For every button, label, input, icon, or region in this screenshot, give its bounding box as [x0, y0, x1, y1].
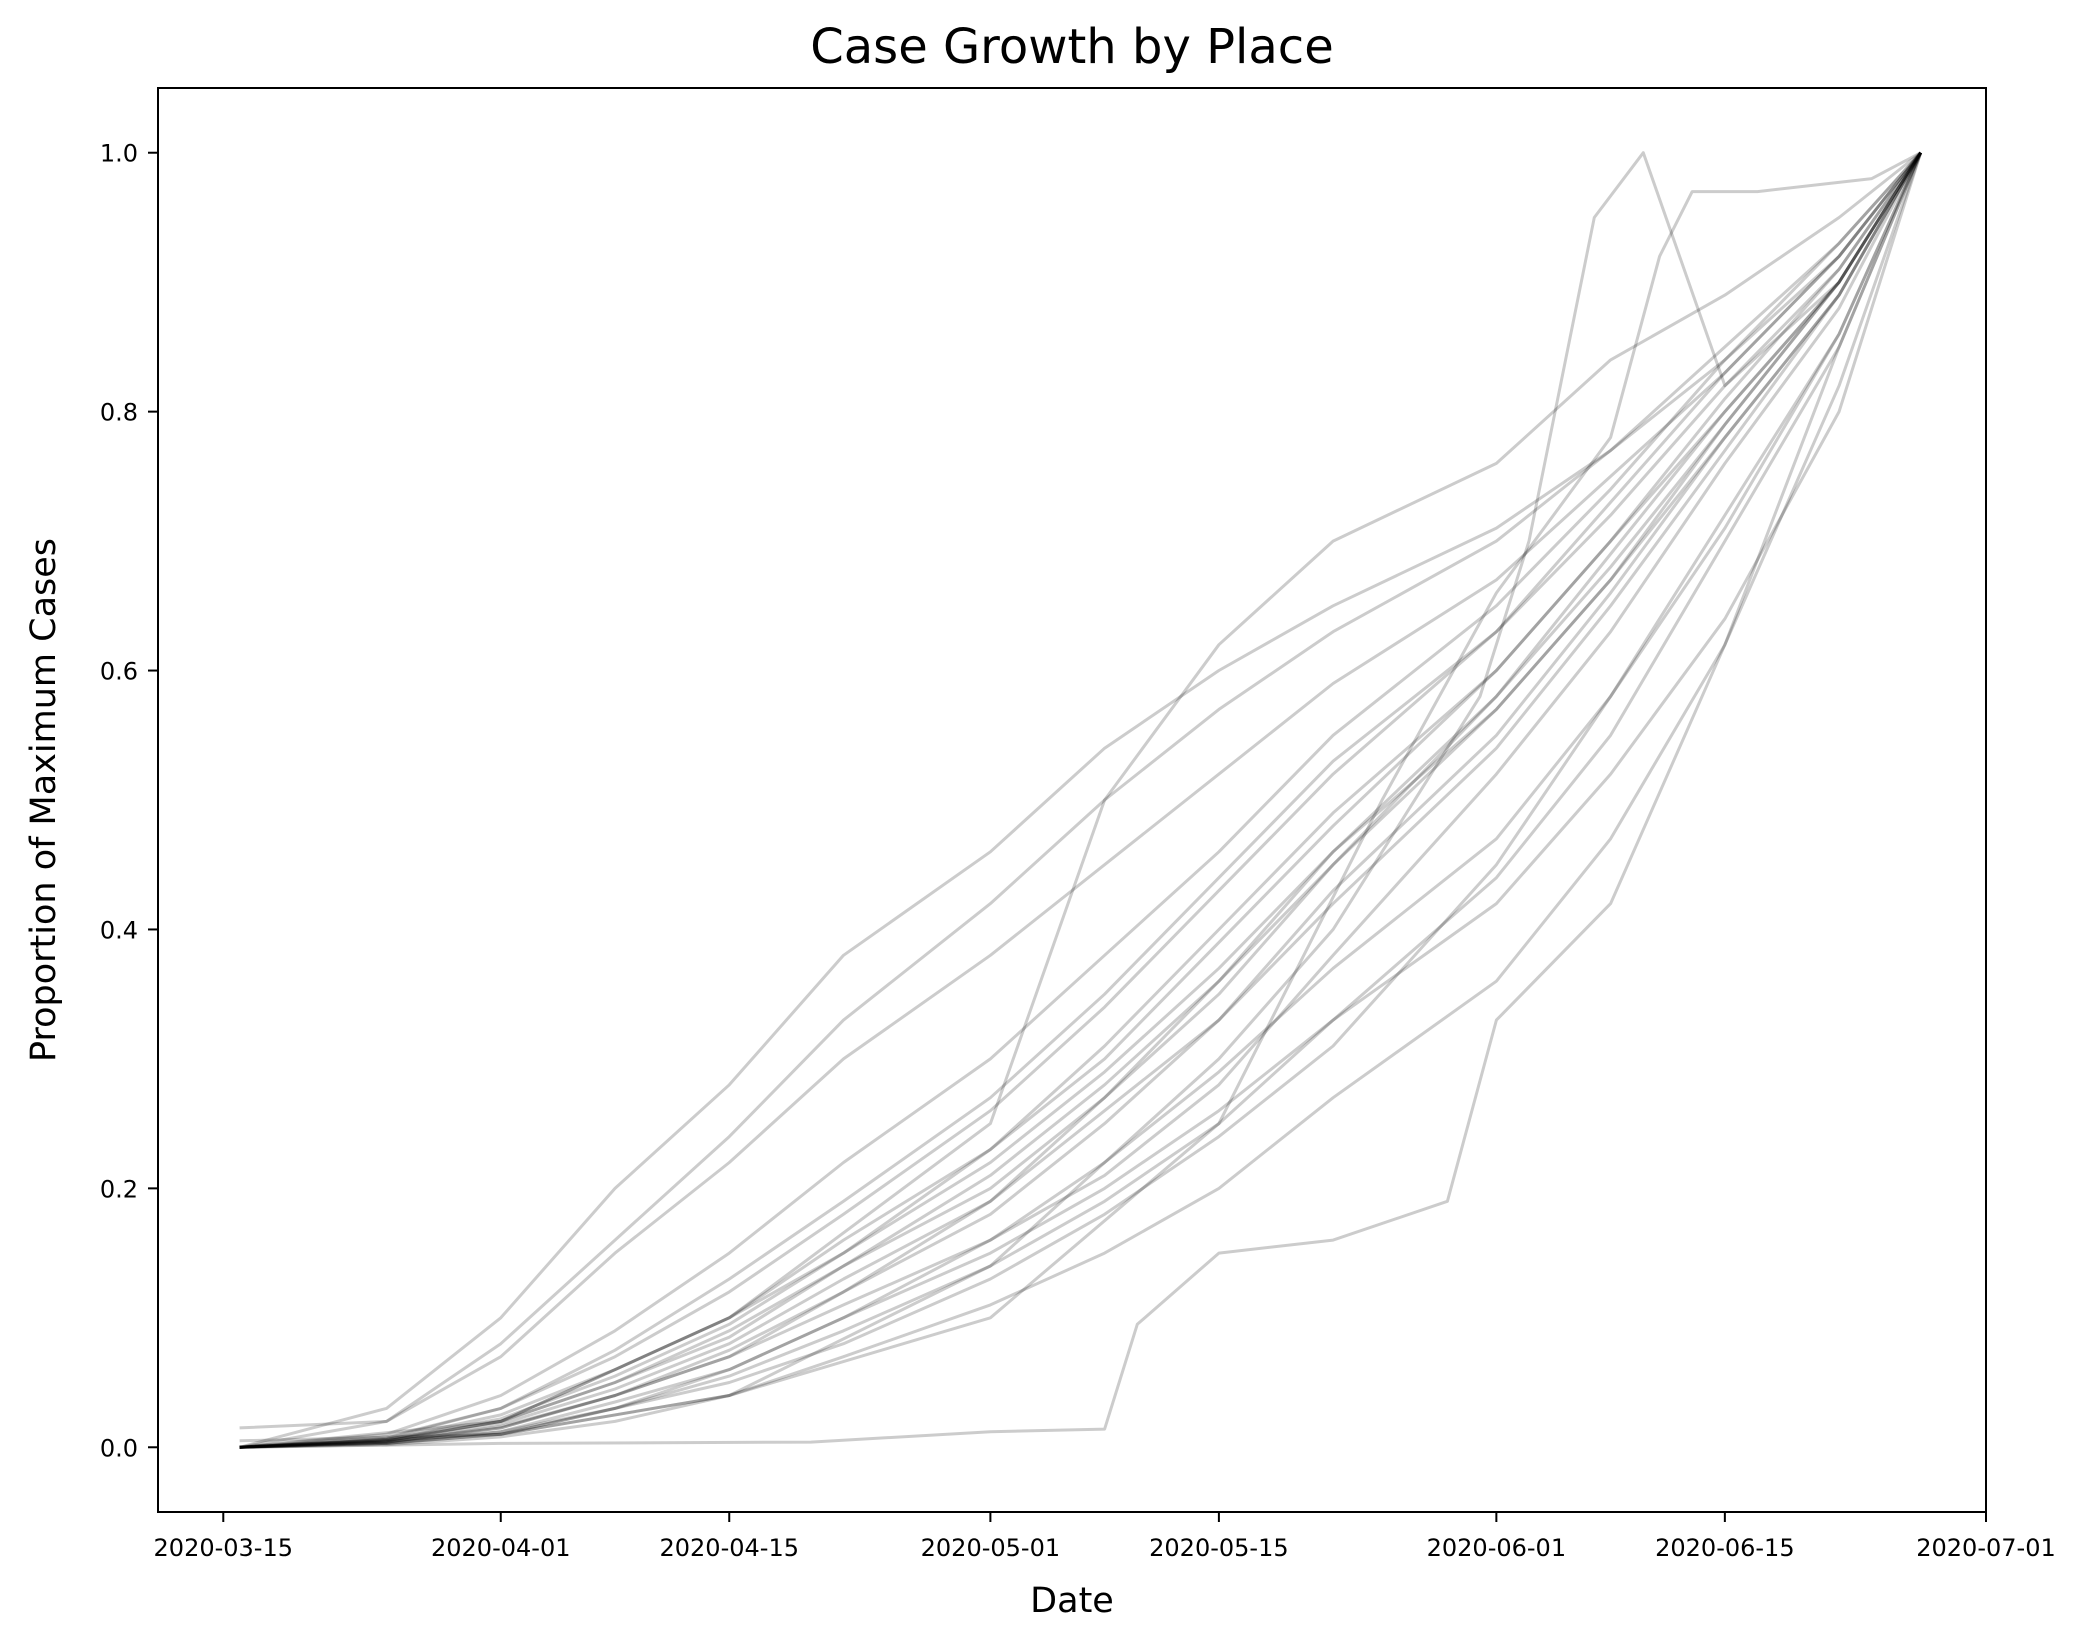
series-lines — [239, 151, 1923, 1449]
series-line-2 — [239, 152, 1923, 1449]
series-line-5 — [239, 151, 1922, 1449]
series-line-15 — [239, 152, 1923, 1449]
x-axis-label: Date — [1030, 1581, 1114, 1621]
y-axis-label: Proportion of Maximum Cases — [24, 538, 64, 1062]
series-line-4 — [239, 151, 1922, 1449]
x-tick-label: 2020-04-01 — [431, 1534, 570, 1562]
series-line-21 — [239, 152, 1923, 1449]
y-tick-label: 0.2 — [100, 1175, 138, 1203]
x-tick-label: 2020-04-15 — [660, 1534, 799, 1562]
series-line-11 — [239, 151, 1923, 1449]
series-line-1 — [239, 152, 1923, 1449]
x-axis-ticks: 2020-03-15 2020-04-01 2020-04-15 2020-05-01… — [154, 1512, 2056, 1562]
series-line-24 — [239, 151, 1922, 1449]
series-line-18 — [239, 151, 1922, 1449]
y-tick-label: 0.0 — [100, 1434, 138, 1462]
x-tick-label: 2020-03-15 — [154, 1534, 293, 1562]
series-line-16 — [239, 151, 1923, 1449]
series-line-7 — [239, 151, 1922, 1449]
x-tick-label: 2020-06-01 — [1427, 1534, 1566, 1562]
series-line-3 — [239, 151, 1922, 1449]
series-line-23 — [239, 151, 1922, 1449]
x-tick-label: 2020-06-15 — [1655, 1534, 1794, 1562]
series-line-12 — [239, 151, 1923, 1449]
series-line-9 — [239, 151, 1922, 1430]
series-line-22 — [239, 151, 1922, 1443]
series-line-20 — [239, 151, 1922, 1449]
series-line-8 — [239, 151, 1922, 1449]
x-tick-label: 2020-07-01 — [1916, 1534, 2055, 1562]
x-tick-label: 2020-05-15 — [1149, 1534, 1288, 1562]
x-tick-label: 2020-05-01 — [921, 1534, 1060, 1562]
y-tick-label: 0.6 — [100, 658, 138, 686]
series-line-10 — [239, 152, 1923, 1449]
series-line-17 — [239, 151, 1922, 1449]
series-line-19 — [239, 152, 1923, 1449]
series-line-13 — [239, 151, 1922, 1449]
y-tick-label: 1.0 — [100, 140, 138, 168]
y-tick-label: 0.8 — [100, 399, 138, 427]
plot-frame — [157, 87, 1987, 1513]
series-line-6 — [239, 151, 1922, 1449]
y-tick-label: 0.4 — [100, 916, 138, 944]
series-line-14 — [239, 152, 1923, 1449]
y-axis-ticks: 0.0 0.2 0.4 0.6 0.8 1.0 — [100, 140, 158, 1462]
chart-title: Case Growth by Place — [810, 19, 1333, 75]
